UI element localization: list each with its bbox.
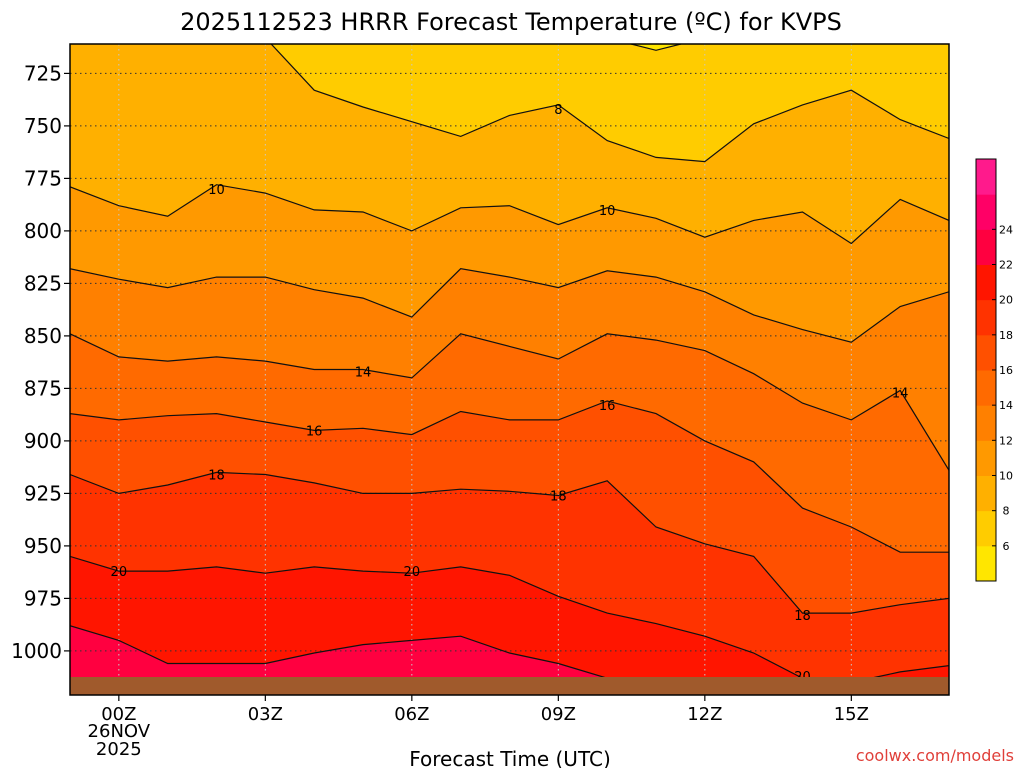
colorbar-swatch xyxy=(976,264,996,301)
colorbar-label: 12 xyxy=(999,434,1013,447)
colorbar-label: 8 xyxy=(1003,505,1010,518)
colorbar-swatch xyxy=(976,334,996,371)
colorbar-swatch xyxy=(976,194,996,230)
contour-label: 18 xyxy=(550,490,567,505)
colorbar-label: 22 xyxy=(999,259,1013,272)
contour-label: 14 xyxy=(355,366,372,381)
contour-label: 10 xyxy=(208,183,225,198)
colorbar-label: 6 xyxy=(1003,540,1010,553)
credit-text[interactable]: coolwx.com/models xyxy=(856,746,1014,765)
colorbar-label: 14 xyxy=(999,399,1013,412)
y-tick-label: 825 xyxy=(24,271,62,295)
contour-line-20 xyxy=(70,555,949,677)
grid-lines xyxy=(70,44,949,677)
contour-label: 14 xyxy=(892,387,909,402)
x-tick-label: 15Z xyxy=(834,704,869,725)
y-tick-label: 1000 xyxy=(11,639,62,663)
colorbar-swatch xyxy=(976,229,996,265)
fill-band xyxy=(70,625,604,677)
fill-band xyxy=(70,556,949,677)
contour-line-16 xyxy=(70,400,949,553)
chart-title: 2025112523 HRRR Forecast Temperature (ºC… xyxy=(180,8,842,36)
y-tick-label: 775 xyxy=(24,166,62,190)
x-tick-label: 03Z xyxy=(248,704,283,725)
colorbar-legend: 6 8 10 12 14 16 18 20 22 24 xyxy=(975,158,1013,582)
y-axis: 725 750 775 800 825 850 875 900 925 950 975 1000 xyxy=(11,61,70,663)
contour-label: 20 xyxy=(404,565,421,580)
contour-line-18 xyxy=(70,471,949,614)
y-tick-label: 950 xyxy=(24,534,62,558)
y-tick-label: 900 xyxy=(24,429,62,453)
colorbar-swatch xyxy=(976,510,996,547)
colorbar-label: 16 xyxy=(999,364,1013,377)
contour-label: 18 xyxy=(208,469,225,484)
x-tick-label: 06Z xyxy=(394,704,429,725)
contour-line-8 xyxy=(270,44,949,163)
x-tick-label: 12Z xyxy=(687,704,722,725)
colorbar-swatch xyxy=(976,299,996,336)
contour-line-10 xyxy=(70,184,949,245)
colorbar-swatch xyxy=(976,440,996,476)
colorbar-label: 10 xyxy=(999,470,1013,483)
contour-line-14 xyxy=(70,333,949,471)
y-tick-label: 850 xyxy=(24,324,62,348)
x-tick-label: 09Z xyxy=(541,704,576,725)
colorbar-swatch xyxy=(976,545,996,582)
x-tick-sublabel: 2025 xyxy=(96,739,142,760)
colorbar-swatch xyxy=(976,370,996,406)
x-tick-sublabel: 26NOV xyxy=(88,721,151,742)
contour-lines xyxy=(70,44,949,677)
x-axis-label: Forecast Time (UTC) xyxy=(409,747,611,768)
y-tick-label: 975 xyxy=(24,586,62,610)
contour-label: 16 xyxy=(306,424,323,439)
colorbar-label: 20 xyxy=(999,294,1013,307)
fill-band xyxy=(631,44,681,51)
ground-surface xyxy=(70,677,949,695)
contour-label: 20 xyxy=(111,565,128,580)
y-tick-label: 750 xyxy=(24,114,62,138)
contour-label: 10 xyxy=(599,204,616,219)
colorbar-swatch xyxy=(976,159,996,195)
plot-frame xyxy=(69,43,950,696)
contour-line-22 xyxy=(70,625,606,677)
contour-line-12 xyxy=(70,268,949,343)
y-tick-label: 925 xyxy=(24,481,62,505)
x-tick-label: 00Z xyxy=(101,704,136,725)
colorbar-swatch xyxy=(976,475,996,512)
y-tick-label: 800 xyxy=(24,219,62,243)
contour-label: 8 xyxy=(554,103,562,118)
colorbar-label: 24 xyxy=(999,223,1013,236)
contour-label: 18 xyxy=(794,609,811,624)
y-tick-label: 725 xyxy=(24,61,62,85)
temperature-fill-layer xyxy=(70,44,949,677)
colorbar-swatch xyxy=(976,405,996,441)
colorbar-label: 18 xyxy=(999,329,1013,342)
y-tick-label: 875 xyxy=(24,376,62,400)
contour-line-6 xyxy=(630,44,682,51)
contour-label: 16 xyxy=(599,399,616,414)
